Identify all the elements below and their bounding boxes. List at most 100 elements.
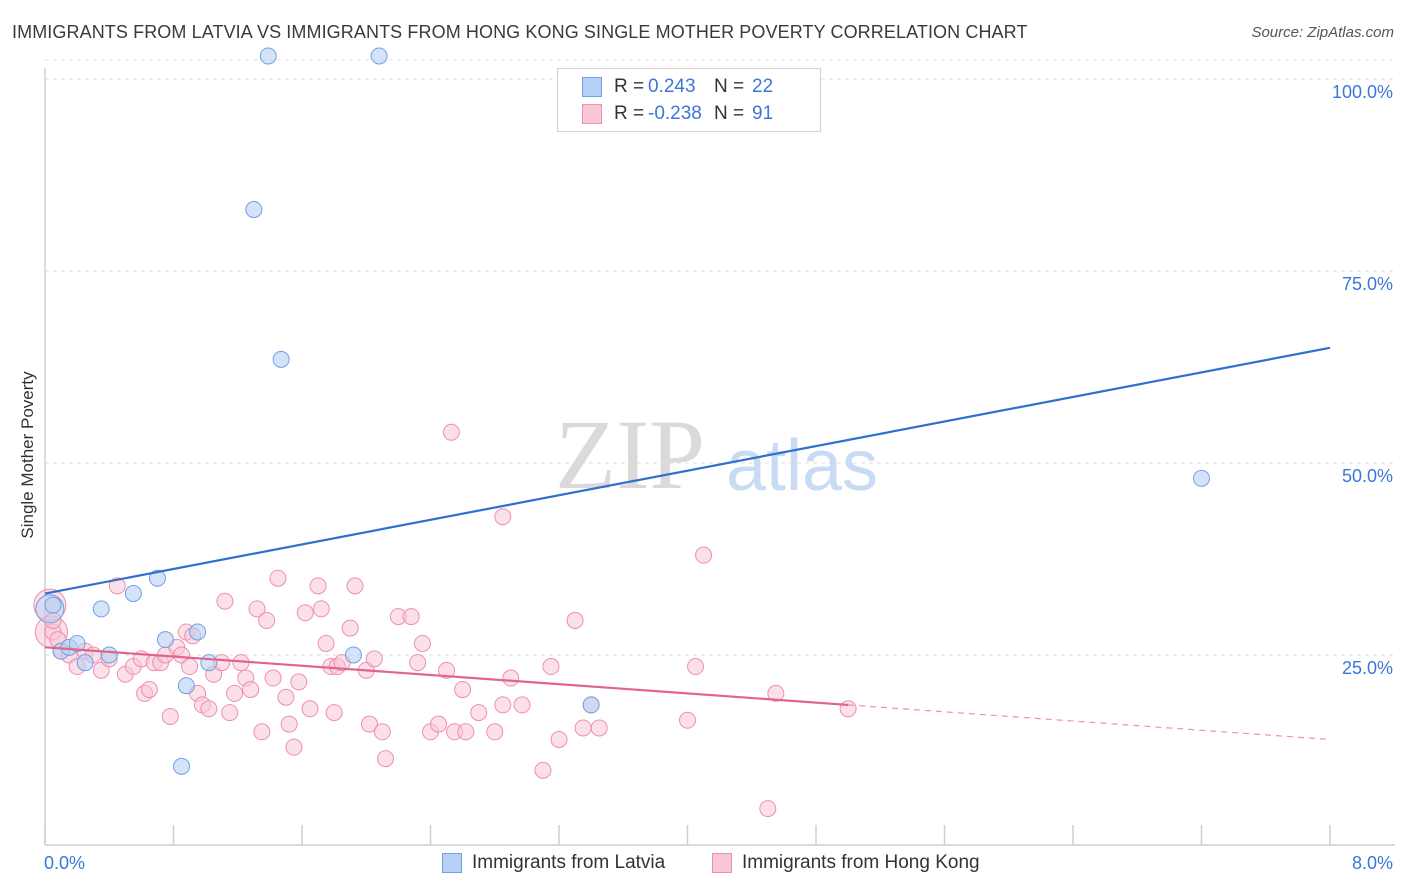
hongkong-point: [173, 646, 191, 664]
hongkong-point: [296, 604, 314, 622]
hongkong-point: [312, 600, 330, 618]
latvia-point: [189, 623, 207, 641]
y-tick-label: 100.0%: [1332, 82, 1393, 102]
series-legend-hongkong: Immigrants from Hong Kong: [712, 852, 980, 874]
x-tick-label-max: 8.0%: [1352, 853, 1393, 873]
latvia-point: [76, 654, 94, 672]
hongkong-point: [346, 577, 364, 595]
hongkong-point: [92, 661, 110, 679]
hongkong-point: [457, 723, 475, 741]
hongkong-point: [360, 715, 378, 733]
watermark: ZIP atlas: [555, 399, 878, 510]
latvia-point: [92, 600, 110, 618]
latvia-point: [173, 757, 191, 775]
hongkong-point: [280, 715, 298, 733]
latvia-legend-label: Immigrants from Latvia: [472, 852, 666, 873]
hongkong-point: [253, 723, 271, 741]
hongkong-point: [341, 619, 359, 637]
series-legend-latvia: Immigrants from Latvia: [442, 852, 665, 874]
hongkong-point: [695, 546, 713, 564]
latvia-swatch: [582, 77, 602, 97]
hongkong-point: [534, 761, 552, 779]
hongkong-point: [759, 800, 777, 818]
hongkong-point: [200, 700, 218, 718]
watermark-zip: ZIP: [555, 399, 705, 510]
hongkong-legend-label: Immigrants from Hong Kong: [742, 852, 980, 873]
hongkong-point: [767, 684, 785, 702]
latvia-point: [582, 696, 600, 714]
legend-r-label: R =: [614, 76, 645, 97]
latvia-point: [272, 350, 290, 368]
latvia-point: [44, 596, 62, 614]
hongkong-point: [377, 750, 395, 768]
legend-n-label: N =: [714, 76, 745, 97]
hongkong-point: [285, 738, 303, 756]
tick-labels-layer: 25.0% 50.0% 75.0% 100.0% 0.0% 8.0%: [44, 82, 1393, 873]
hongkong-point: [839, 700, 857, 718]
hongkong-point: [325, 704, 343, 722]
latvia-point: [370, 47, 388, 65]
points-layer: [33, 47, 1210, 818]
hongkong-point: [574, 719, 592, 737]
latvia-point: [259, 47, 277, 65]
hongkong-point: [486, 723, 504, 741]
hongkong-point: [679, 711, 696, 729]
correlation-legend: R = 0.243 N = 22 R = -0.238 N = 91: [557, 68, 821, 132]
latvia-point: [148, 569, 166, 587]
hongkong-point: [242, 681, 260, 699]
y-tick-label: 50.0%: [1342, 466, 1393, 486]
legend-r-value: 0.243: [648, 76, 696, 97]
latvia-point: [68, 634, 86, 652]
latvia-point: [344, 646, 362, 664]
axes-layer: [44, 68, 1395, 846]
hongkong-point: [226, 684, 244, 702]
legend-n-label: N =: [714, 103, 745, 124]
hongkong-trend-line: [44, 646, 849, 707]
hongkong-point: [140, 681, 158, 699]
hongkong-point: [317, 634, 335, 652]
hongkong-point: [550, 730, 568, 748]
grid-layer: [45, 59, 1395, 656]
trend-layer: [44, 346, 1331, 741]
latvia-point: [124, 585, 142, 603]
hongkong-point: [502, 669, 520, 687]
hongkong-point: [430, 715, 448, 733]
hongkong-point: [542, 658, 560, 676]
hongkong-point: [442, 423, 460, 441]
latvia-legend-swatch: [442, 853, 462, 873]
latvia-point: [200, 654, 218, 672]
legend-n-value: 91: [752, 103, 774, 124]
hongkong-point: [494, 696, 512, 714]
legend-r-value: -0.238: [648, 103, 702, 124]
hongkong-point: [513, 696, 531, 714]
hongkong-point: [365, 650, 383, 668]
hongkong-point: [161, 707, 179, 725]
hongkong-point: [373, 723, 391, 741]
latvia-point: [156, 631, 174, 649]
latvia-point: [100, 646, 118, 664]
hongkong-point: [590, 719, 608, 737]
hongkong-point: [248, 600, 266, 618]
hongkong-point: [687, 658, 705, 676]
hongkong-point: [494, 508, 512, 526]
y-tick-label: 25.0%: [1342, 658, 1393, 678]
latvia-point: [177, 677, 195, 695]
latvia-trend-line: [44, 346, 1331, 595]
legend-n-value: 22: [752, 76, 774, 97]
hongkong-swatch: [582, 104, 602, 124]
legend-row-hongkong: R = -0.238 N = 91: [582, 101, 773, 127]
source-label: Source: ZipAtlas.com: [1251, 24, 1394, 41]
hongkong-point: [108, 577, 126, 595]
hongkong-point: [290, 673, 308, 691]
hongkong-point: [454, 681, 472, 699]
y-tick-label: 75.0%: [1342, 274, 1393, 294]
latvia-point: [1193, 469, 1210, 487]
hongkong-point: [566, 611, 584, 629]
hongkong-point: [264, 669, 282, 687]
hongkong-point: [258, 611, 276, 629]
hongkong-point: [409, 654, 427, 672]
latvia-point: [245, 201, 263, 219]
hongkong-point: [181, 658, 199, 676]
hongkong-point: [413, 634, 431, 652]
